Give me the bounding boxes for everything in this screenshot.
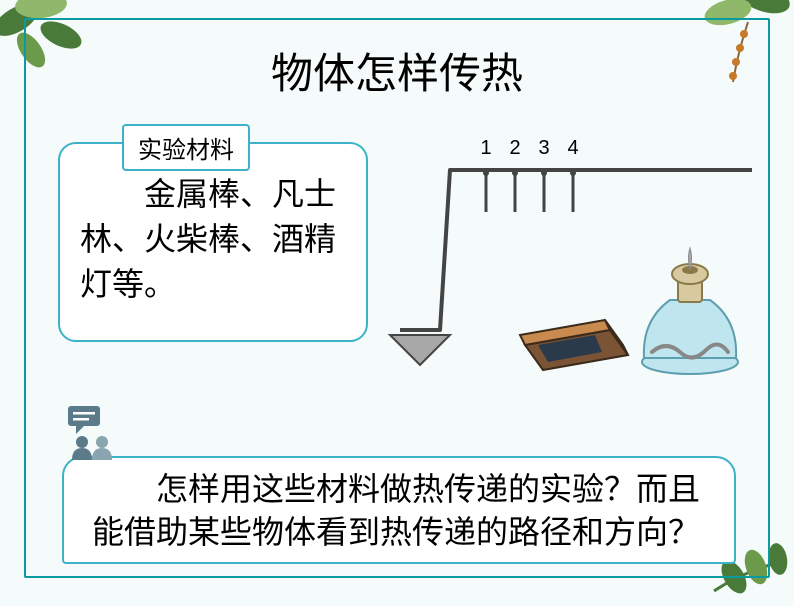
question-box: 怎样用这些材料做热传递的实验？而且能借助某些物体看到热传递的路径和方向？ — [62, 456, 736, 564]
pin-3: 3 — [538, 137, 549, 212]
pin-label-2: 2 — [509, 137, 520, 159]
discussion-icon — [64, 404, 120, 460]
slide-title: 物体怎样传热 — [0, 40, 794, 101]
alcohol-lamp-icon — [642, 248, 738, 374]
pin-2: 2 — [509, 137, 520, 212]
pin-1: 1 — [480, 137, 491, 212]
pin-label-4: 4 — [567, 137, 578, 159]
pin-label-3: 3 — [538, 137, 549, 159]
materials-label: 实验材料 — [122, 124, 250, 171]
matchbox-icon — [520, 320, 628, 370]
experiment-illustration: 1 2 3 4 — [380, 130, 756, 380]
pin-label-1: 1 — [480, 137, 491, 159]
question-content: 怎样用这些材料做热传递的实验？而且能借助某些物体看到热传递的路径和方向？ — [78, 458, 734, 562]
materials-box: 实验材料 金属棒、凡士林、火柴棒、酒精灯等。 — [58, 142, 368, 342]
pin-4: 4 — [567, 137, 578, 212]
